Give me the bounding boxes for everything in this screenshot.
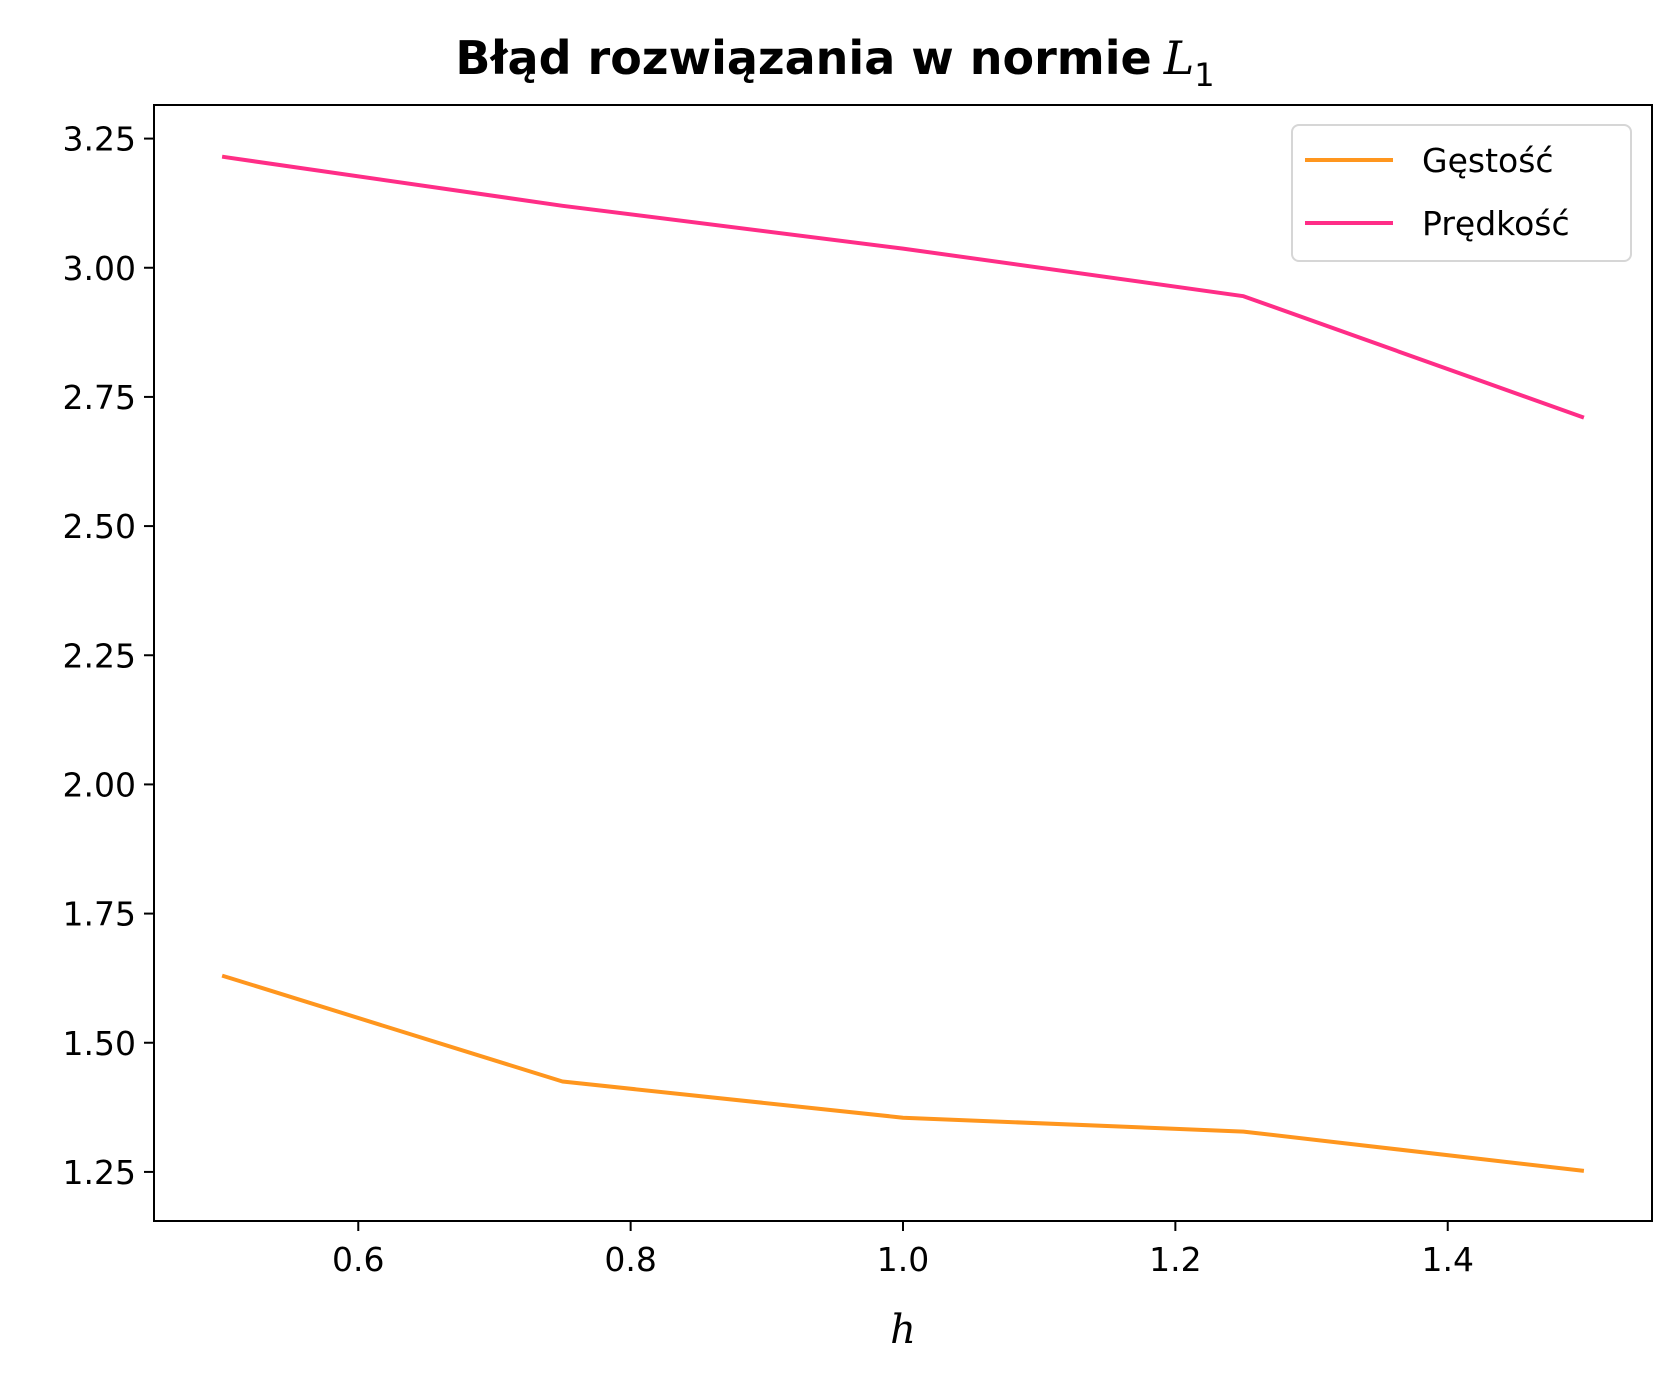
x-tick-label: 0.8 — [604, 1240, 656, 1279]
y-tick-label: 2.50 — [63, 507, 136, 546]
x-axis-label: h — [890, 1307, 916, 1353]
series-line-2 — [221, 154, 1585, 420]
x-tick-label: 1.0 — [877, 1240, 929, 1279]
x-tick-label: 1.4 — [1421, 1240, 1473, 1279]
x-axis-ticks: 0.6 0.8 1.0 1.2 1.4 — [332, 1221, 1474, 1279]
y-tick-label: 1.75 — [63, 895, 136, 934]
y-tick-label: 1.25 — [63, 1153, 136, 1192]
series-layer — [221, 154, 1585, 1173]
plot-frame — [153, 104, 1653, 1222]
legend-label-2: Prędkość — [1422, 204, 1570, 243]
y-tick-label: 2.00 — [63, 765, 136, 804]
y-tick-label: 1.50 — [63, 1024, 136, 1063]
y-tick-label: 3.25 — [63, 120, 136, 159]
y-tick-label: 2.25 — [63, 636, 136, 675]
y-axis-ticks: 1.25 1.50 1.75 2.00 2.25 2.50 2.75 3.00 3.25 — [63, 120, 154, 1192]
chart-title: Błąd rozwiązania w normie L1 — [455, 31, 1214, 94]
y-tick-label: 3.00 — [63, 249, 136, 288]
y-tick-label: 2.75 — [63, 378, 136, 417]
x-tick-label: 1.2 — [1149, 1240, 1201, 1279]
series-line-1 — [221, 973, 1585, 1173]
x-tick-label: 0.6 — [332, 1240, 384, 1279]
legend-label-1: Gęstość — [1422, 141, 1554, 180]
legend: Gęstość Prędkość — [1291, 124, 1632, 262]
